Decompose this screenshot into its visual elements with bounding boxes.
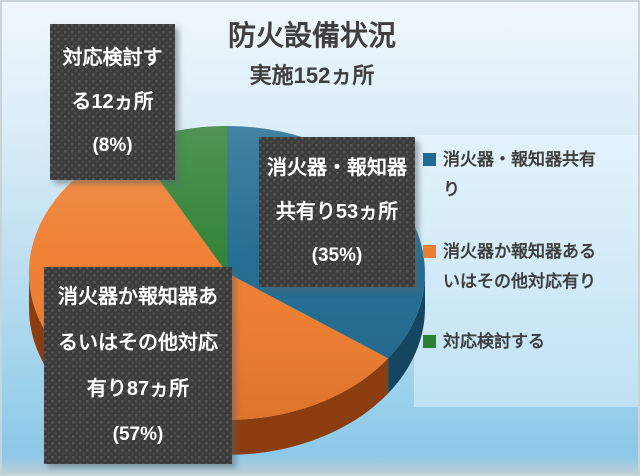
chart-subtitle: 実施152ヵ所 — [249, 63, 375, 88]
legend-panel — [414, 135, 638, 407]
data-label-line: 対応検討す — [62, 47, 163, 69]
legend-label-line: り — [443, 180, 460, 199]
pie-slice-side — [388, 273, 425, 394]
data-label-green-slice: 対応検討す る12ヵ所 (8%) — [50, 24, 175, 180]
data-label-blue-slice: 消火器・報知器 共有り53ヵ所 (35%) — [259, 137, 415, 287]
data-label-line: 消火器・報知器 — [267, 157, 407, 179]
legend-label-line: 消火器か報知器ある — [443, 242, 596, 261]
data-label-percent: (35%) — [311, 245, 363, 266]
data-label-percent: (8%) — [92, 135, 133, 156]
data-label-line: る12ヵ所 — [71, 91, 154, 113]
data-label-line: 有り87ヵ所 — [86, 377, 190, 400]
legend-item-green: 対応検討する — [423, 327, 635, 357]
legend-label-line: いはその他対応有り — [443, 272, 596, 291]
legend-label: 消火器か報知器ある いはその他対応有り — [443, 237, 596, 297]
legend-swatch-orange — [423, 245, 436, 258]
chart-title: 防火設備状況 — [227, 20, 396, 51]
legend-item-blue: 消火器・報知器共有 り — [423, 145, 635, 205]
legend-label-line: 消火器・報知器共有 — [443, 150, 596, 169]
legend-swatch-green — [423, 335, 436, 348]
data-label-orange-slice: 消火器か報知器あ るいはその他対応 有り87ヵ所 (57%) — [44, 267, 232, 464]
legend-item-orange: 消火器か報知器ある いはその他対応有り — [423, 237, 635, 297]
data-label-line: 共有り53ヵ所 — [275, 201, 399, 223]
data-label-percent: (57%) — [112, 423, 164, 445]
legend-label: 消火器・報知器共有 り — [443, 145, 596, 205]
legend-label-line: 対応検討する — [443, 332, 545, 351]
legend-label: 対応検討する — [443, 327, 545, 357]
data-label-line: 消火器か報知器あ — [58, 285, 218, 308]
data-label-line: るいはその他対応 — [58, 331, 218, 354]
legend-swatch-blue — [423, 153, 436, 166]
